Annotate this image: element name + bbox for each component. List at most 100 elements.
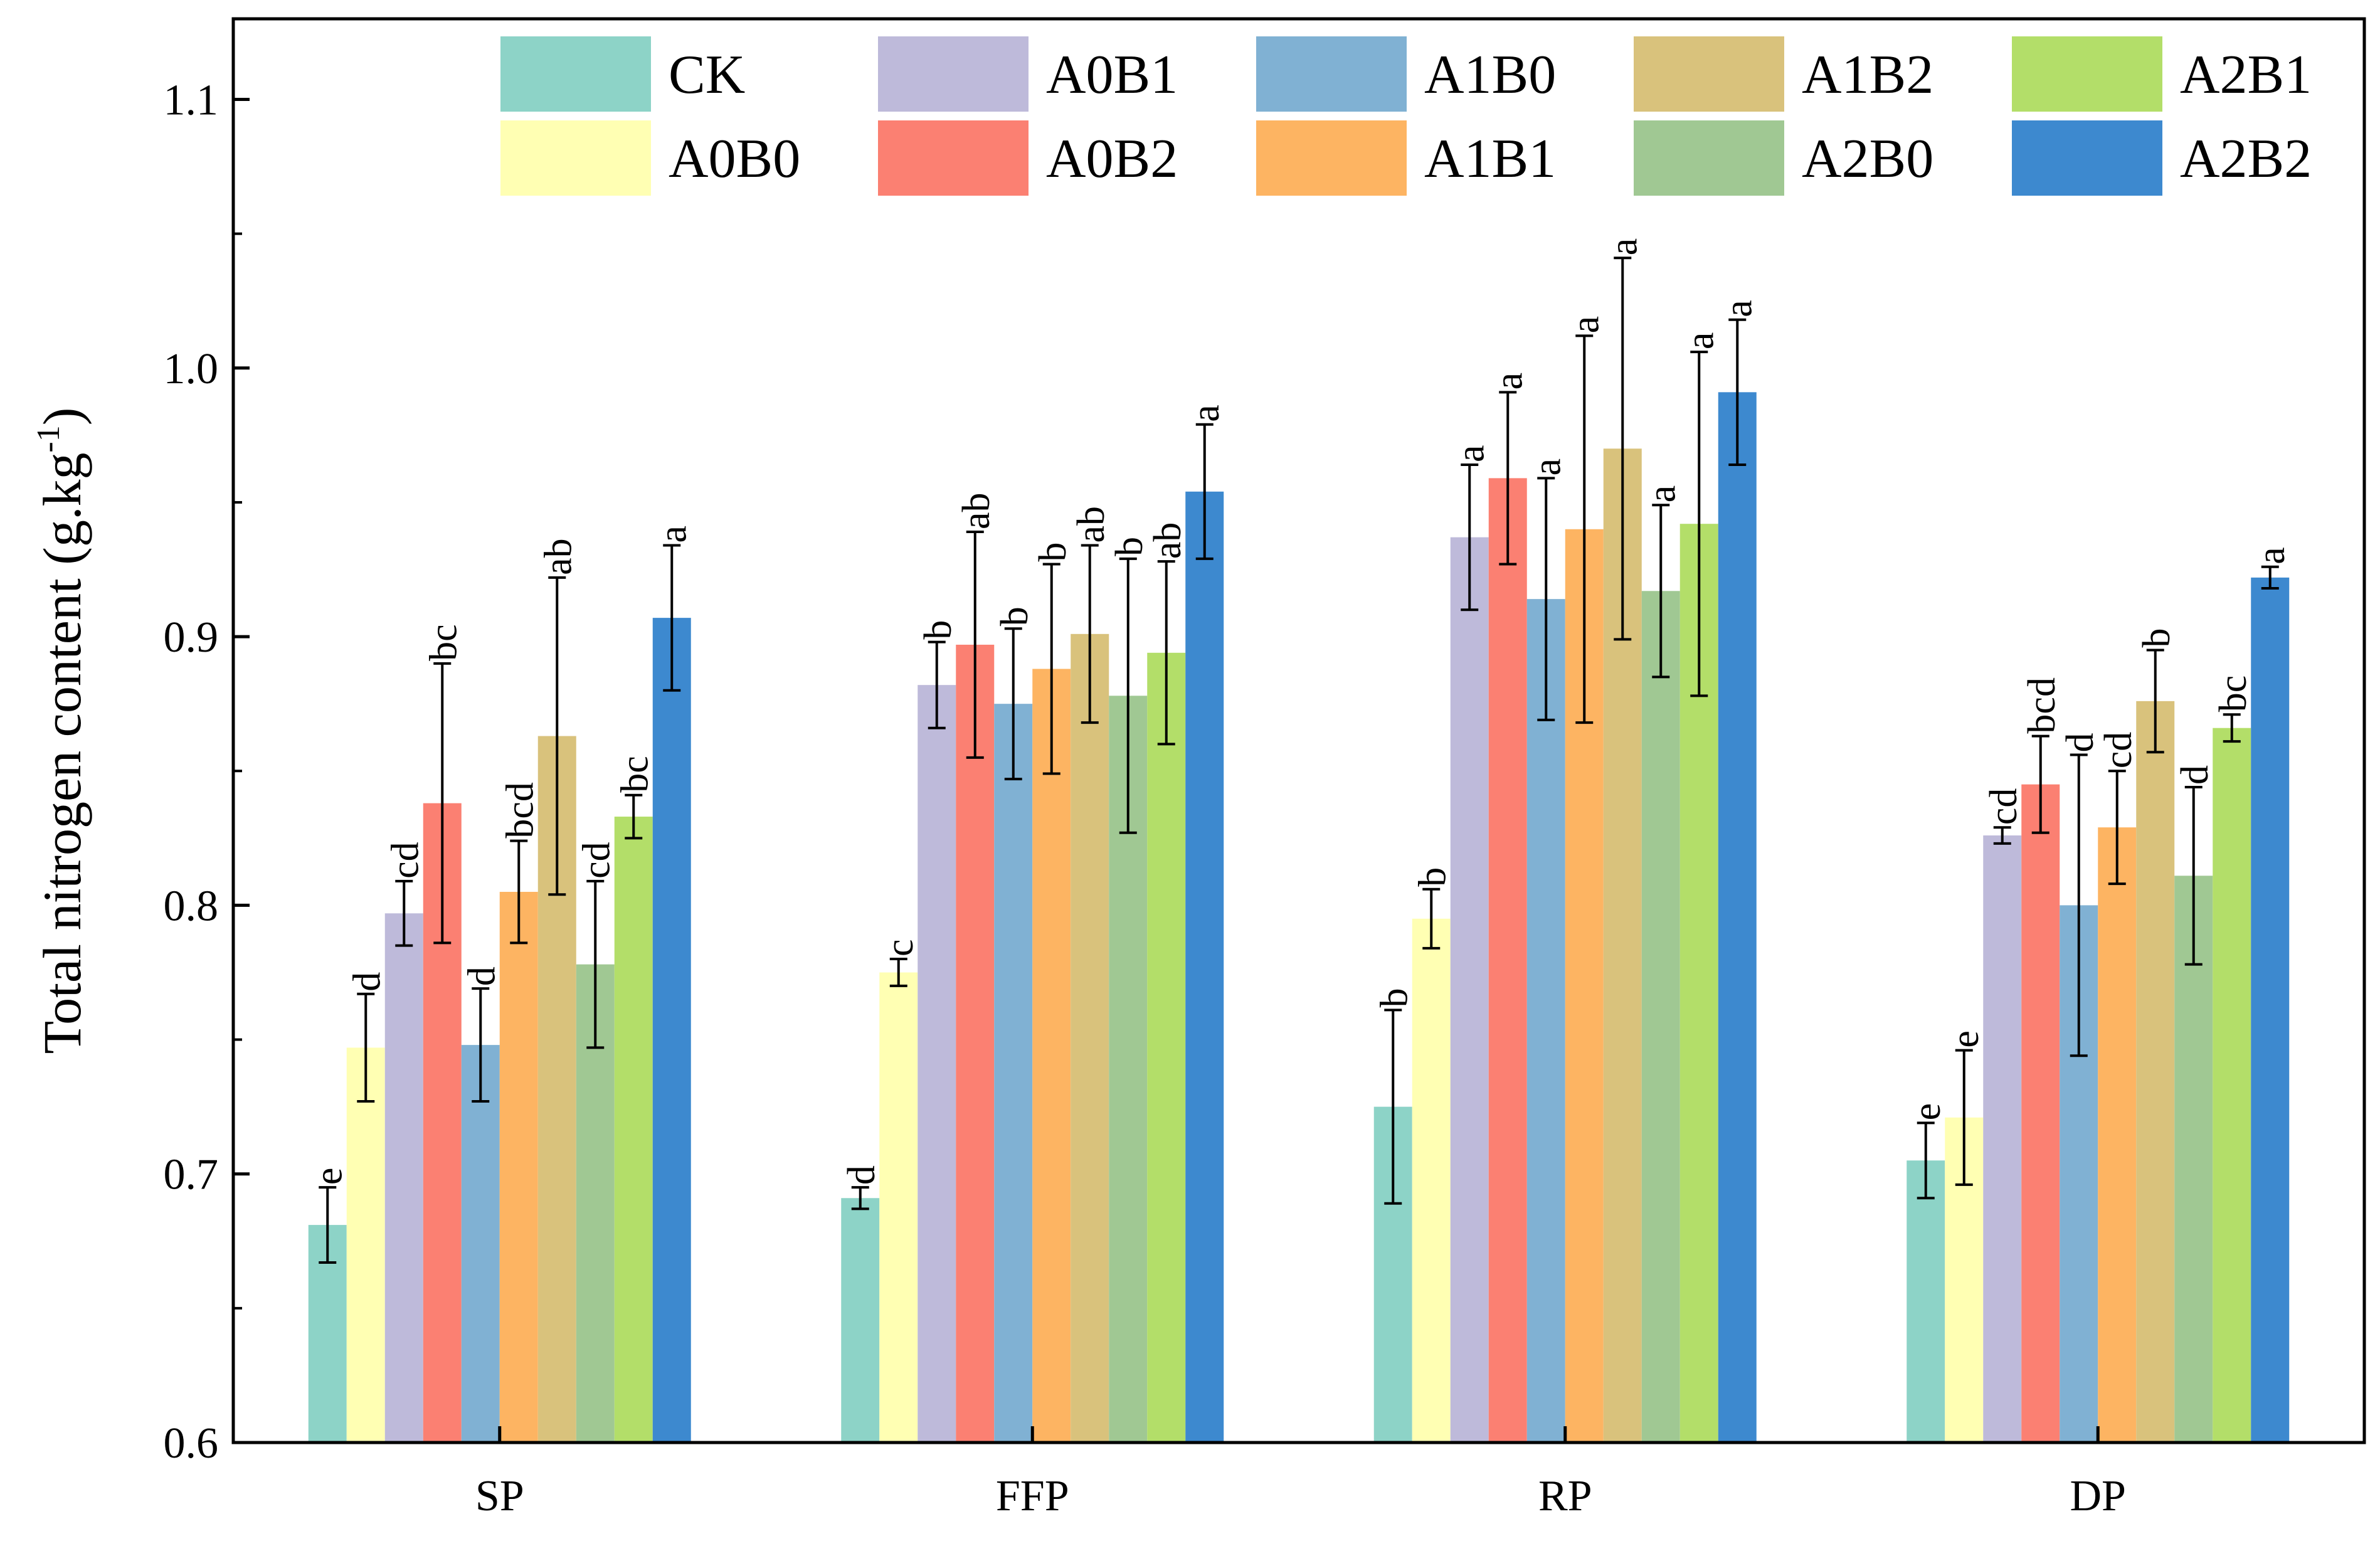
significance-letter-A1B0-SP: d xyxy=(460,966,503,986)
significance-letter-A1B2-FFP: ab xyxy=(1070,506,1113,543)
bar-A1B0-FFP xyxy=(994,704,1033,1443)
legend-swatch-CK xyxy=(500,36,651,112)
x-tick-label-RP: RP xyxy=(1538,1472,1592,1520)
bar-A1B1-DP xyxy=(2098,827,2137,1443)
significance-letter-A2B2-SP: a xyxy=(652,526,694,543)
bar-A0B1-DP xyxy=(1983,835,2022,1443)
legend-swatch-A1B2 xyxy=(1634,36,1784,112)
error-bars xyxy=(319,257,2279,1264)
significance-letter-A2B2-DP: a xyxy=(2250,547,2293,564)
significance-letter-A2B2-FFP: a xyxy=(1185,405,1227,422)
legend-label-CK: CK xyxy=(669,45,745,105)
significance-letter-A0B0-FFP: c xyxy=(879,940,921,957)
y-tick-label-0.8: 0.8 xyxy=(164,882,219,930)
significance-letter-A2B1-DP: bc xyxy=(2212,675,2255,712)
legend-swatch-A2B0 xyxy=(1634,120,1784,196)
significance-letter-A1B1-SP: bcd xyxy=(499,782,541,839)
bar-A0B0-RP xyxy=(1412,918,1451,1443)
significance-letter-A1B1-DP: cd xyxy=(2097,732,2140,769)
significance-letter-A0B2-RP: a xyxy=(1488,373,1530,390)
bar-A0B0-FFP xyxy=(879,972,918,1443)
legend-swatch-A2B1 xyxy=(2012,36,2162,112)
significance-letter-CK-SP: e xyxy=(307,1168,350,1185)
bar-A0B2-RP xyxy=(1488,478,1527,1443)
bar-A0B1-RP xyxy=(1450,537,1489,1443)
significance-letter-A2B1-SP: bc xyxy=(613,756,656,793)
x-axis-ticks: SP FFP RP DP xyxy=(475,1426,2126,1520)
x-tick-label-DP: DP xyxy=(2070,1472,2126,1520)
significance-letter-CK-DP: e xyxy=(1906,1103,1949,1121)
significance-letter-A2B0-DP: d xyxy=(2174,765,2216,785)
significance-letter-CK-FFP: d xyxy=(840,1165,883,1185)
legend-label-A0B0: A0B0 xyxy=(669,129,800,189)
bar-A2B1-FFP xyxy=(1147,652,1186,1443)
legend-swatch-A2B2 xyxy=(2012,120,2162,196)
axes xyxy=(231,17,2366,1444)
significance-letter-A0B2-SP: bc xyxy=(422,624,465,661)
bar-A2B1-DP xyxy=(2213,728,2251,1443)
bar-A1B1-FFP xyxy=(1032,669,1071,1443)
significance-letter-A0B2-FFP: ab xyxy=(955,493,998,530)
significance-letter-A2B2-RP: a xyxy=(1717,300,1760,317)
y-axis-ticks: 0.6 0.7 0.8 0.9 1.0 1.1 xyxy=(164,76,250,1468)
bar-CK-DP xyxy=(1907,1160,1945,1443)
significance-letter-A0B0-SP: d xyxy=(346,972,388,992)
legend-swatch-A1B1 xyxy=(1256,120,1407,196)
legend-label-A1B0: A1B0 xyxy=(1424,45,1556,105)
legend-label-A2B1: A2B1 xyxy=(2180,45,2312,105)
significance-letter-A1B2-DP: b xyxy=(2135,628,2178,648)
significance-letter-A2B0-FFP: b xyxy=(1108,537,1151,556)
significance-letter-A1B0-RP: a xyxy=(1526,458,1568,476)
significance-letter-CK-RP: b xyxy=(1373,988,1415,1007)
y-tick-label-1.0: 1.0 xyxy=(164,345,219,393)
legend-swatch-A0B1 xyxy=(878,36,1029,112)
significance-letter-A0B2-DP: bcd xyxy=(2021,677,2063,734)
significance-letter-A0B1-RP: a xyxy=(1449,445,1492,462)
legend-swatch-A0B0 xyxy=(500,120,651,196)
bar-A1B2-DP xyxy=(2136,701,2175,1443)
y-tick-label-1.1: 1.1 xyxy=(164,76,219,124)
legend-label-A1B1: A1B1 xyxy=(1424,129,1556,189)
plot-frame xyxy=(231,17,2366,1444)
x-tick-label-SP: SP xyxy=(475,1472,524,1520)
bar-A0B0-SP xyxy=(346,1047,385,1443)
significance-letter-A0B1-FFP: b xyxy=(917,620,960,640)
bar-A0B1-FFP xyxy=(918,685,956,1443)
bar-A2B2-SP xyxy=(652,618,691,1443)
bar-A1B0-RP xyxy=(1526,599,1565,1443)
significance-letter-A2B1-RP: a xyxy=(1679,332,1722,350)
bar-A2B0-DP xyxy=(2174,876,2213,1443)
y-tick-label-0.9: 0.9 xyxy=(164,613,219,662)
y-tick-label-0.6: 0.6 xyxy=(164,1419,219,1468)
legend-swatch-A0B2 xyxy=(878,120,1029,196)
significance-letter-A0B1-SP: cd xyxy=(384,842,426,879)
legend-label-A0B1: A0B1 xyxy=(1046,45,1178,105)
bar-A1B2-FFP xyxy=(1071,633,1109,1443)
significance-letters: edcdbcdbcdabcdbcadcbabbbabbababbaaaaaaaa… xyxy=(307,238,2293,1185)
bar-A2B1-SP xyxy=(614,817,653,1443)
significance-letter-A1B1-FFP: b xyxy=(1032,542,1074,561)
bar-A0B2-DP xyxy=(2021,784,2060,1443)
significance-letter-A2B0-RP: a xyxy=(1641,485,1683,503)
significance-letter-A1B0-FFP: b xyxy=(993,606,1036,626)
significance-letter-A1B1-RP: a xyxy=(1564,316,1607,334)
significance-letter-A0B0-RP: b xyxy=(1411,867,1454,887)
bar-A2B2-FFP xyxy=(1185,491,1224,1443)
x-tick-label-FFP: FFP xyxy=(996,1472,1069,1520)
significance-letter-A0B0-DP: e xyxy=(1944,1030,1987,1048)
bar-A2B2-RP xyxy=(1718,392,1757,1443)
bar-A1B0-SP xyxy=(461,1045,500,1443)
significance-letter-A1B0-DP: d xyxy=(2059,733,2102,753)
bar-CK-FFP xyxy=(841,1198,880,1443)
significance-letter-A2B1-FFP: ab xyxy=(1146,522,1189,559)
bar-A1B1-SP xyxy=(499,891,538,1443)
legend: CK A0B0 A0B1 A0B2 A1B0 A1B1 A1B2 A2B0 A2B1 A2B2 xyxy=(500,36,2312,196)
significance-letter-A0B1-DP: cd xyxy=(1982,788,2025,825)
bar-A2B2-DP xyxy=(2251,577,2290,1443)
bars xyxy=(308,392,2290,1443)
significance-letter-A1B2-RP: a xyxy=(1602,238,1645,256)
bar-A2B0-RP xyxy=(1641,591,1680,1443)
legend-swatch-A1B0 xyxy=(1256,36,1407,112)
bar-A0B1-SP xyxy=(384,913,423,1443)
bar-A0B2-FFP xyxy=(956,644,995,1443)
